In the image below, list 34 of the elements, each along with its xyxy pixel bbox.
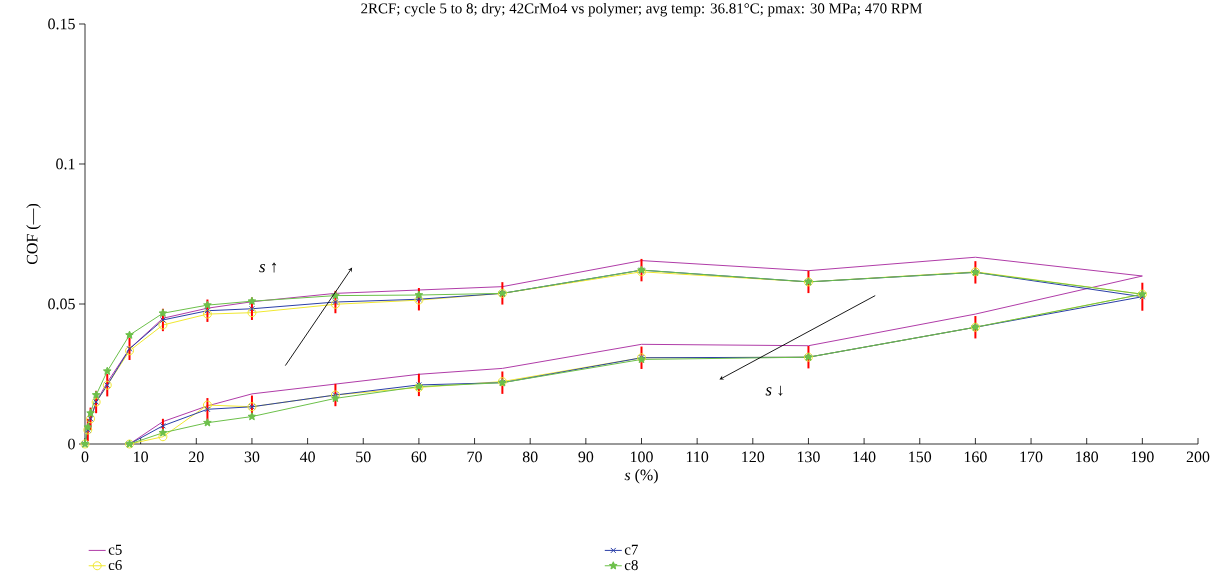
x-tick-label: 50: [356, 451, 371, 463]
x-tick-label: 100: [630, 451, 653, 463]
y-tick-label: 0.15: [48, 18, 75, 30]
x-tick-label: 30: [244, 451, 260, 463]
x-tick-label: 160: [964, 451, 987, 463]
annotation: s ↑: [259, 262, 277, 273]
x-tick-label: 190: [1131, 451, 1154, 463]
x-tick-label: 70: [467, 451, 482, 463]
y-tick-label: 0: [68, 438, 75, 450]
x-tick-label: 170: [1020, 451, 1043, 463]
x-axis-title: s (%): [624, 469, 658, 484]
annotation: s ↓: [765, 385, 783, 396]
x-tick-label: 150: [909, 451, 932, 463]
x-tick-label: 90: [578, 451, 594, 463]
legend-label: c6: [108, 560, 122, 571]
x-tick-label: 120: [742, 451, 765, 463]
legend-label: c7: [624, 544, 638, 555]
x-tick-label: 80: [522, 451, 538, 463]
x-tick-label: 40: [299, 451, 315, 463]
x-tick-label: 200: [1186, 451, 1210, 463]
x-tick-label: 110: [686, 451, 709, 463]
x-tick-label: 180: [1076, 451, 1099, 463]
y-tick-label: 0.05: [48, 298, 75, 310]
legend-label: c8: [624, 560, 638, 571]
y-axis-title: COF (—): [26, 203, 41, 265]
legend-label: c5: [108, 544, 122, 555]
x-tick-label: 130: [797, 451, 820, 463]
x-tick-label: 140: [853, 451, 876, 463]
x-tick-label: 60: [411, 451, 427, 463]
x-tick-label: 20: [189, 451, 204, 463]
chart-title: 2RCF; cycle 5 to 8; dry; 42CrMo4 vs polymer; avg temp: 36.81°C; pmax: 30 MPa; 470 RPM: [361, 2, 922, 17]
y-tick-label: 0.1: [56, 158, 75, 170]
x-tick-label: 10: [134, 451, 149, 463]
x-tick-label: 0: [81, 451, 89, 463]
